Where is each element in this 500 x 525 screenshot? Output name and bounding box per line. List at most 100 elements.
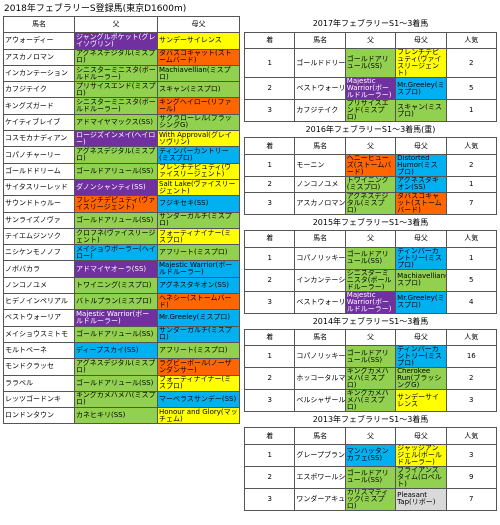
sire-cell: アグネスデジタル(ミスプロ) <box>344 191 397 215</box>
popularity: 2 <box>445 153 498 177</box>
table-row: 3 アスカノロマン アグネスデジタル(ミスプロ) タバスコキャット(ストームバード) 7 <box>243 191 498 215</box>
horse-name: コスモカナディアン <box>3 130 75 148</box>
dam-sire-cell: ヘネシー(ストームバード) <box>157 293 240 311</box>
table-row: 2 ノンコノユメ トワイニング(ミスプロ) アグネスタキオン(SS) 1 <box>243 175 498 193</box>
sire-cell: Majestic Warrior(ボールドルーラー) <box>344 290 397 314</box>
dam-sire-cell: ブライアンズタイム(ロベルト) <box>395 465 447 489</box>
header-sire: 父 <box>74 15 158 34</box>
table-row: コスモカナディアン ロージズインメイ(ヘイロー) With Approval(グレイ… <box>3 130 240 148</box>
popularity: 7 <box>445 487 498 511</box>
past-results-table: 2017年フェブラリーS1～3着馬着馬名父母父人気1ゴールドドリームゴールドアリ… <box>243 16 498 511</box>
sire-cell: Majestic Warrior(ボールドルーラー) <box>74 309 158 327</box>
table-row: アウォーディー ジャングルポケット(グレイソヴリン) サンデーサイレンス <box>3 32 240 50</box>
column-header: 母父 <box>395 137 447 155</box>
dam-sire-cell: タバスコキャット(ストームバード) <box>157 48 240 66</box>
sire-cell: トワイニング(ミスプロ) <box>344 175 397 193</box>
sire-cell: プリサイスエンド(ミスプロ) <box>344 99 397 123</box>
horse-name: コパノリッキー <box>294 246 346 270</box>
dam-sire-cell: サンダーガルチ(ミスプロ) <box>157 325 240 343</box>
horse-name: ベストウォーリア <box>3 309 75 327</box>
column-header: 母父 <box>395 230 447 248</box>
dam-sire-cell: ティンバーカントリー(ミスプロ) <box>157 146 240 164</box>
dam-sire-cell: Honour and Glory(マッチェム) <box>157 407 240 425</box>
horse-name: ワンダーアキュート <box>294 487 346 511</box>
horse-name: サンライズノヴァ <box>3 211 75 229</box>
sire-cell: バトルプラン(ミスプロ) <box>74 293 158 311</box>
horse-name: ベストウォーリア <box>294 77 346 101</box>
dam-sire-cell: ジャッジアンジェル(ボールドルーラー) <box>395 443 447 467</box>
section-title: 2015年フェブラリーS1～3着馬 <box>312 218 429 228</box>
table-row: ララベル ゴールドアリュール(SS) フォーティナイナー(ミスプロ) <box>3 374 240 392</box>
section-title-row: 2017年フェブラリーS1～3着馬 <box>245 16 497 32</box>
dam-sire-cell: With Approval(グレイソヴリン) <box>157 130 240 148</box>
sire-cell: ダノンシャンティ(SS) <box>74 178 158 197</box>
horse-name: エスポワールシチー <box>294 465 346 489</box>
section-title-row: 2016年フェブラリーS1～3着馬(重) <box>245 122 497 138</box>
dam-sire-cell: スキャン(ミスプロ) <box>395 99 447 123</box>
popularity: 5 <box>445 268 498 292</box>
header-horse-name: 馬名 <box>3 15 75 34</box>
sire-cell: キングカメハメハ(ミスプロ) <box>344 367 397 391</box>
table-row: キングズガード シニスターミニスタ(ボールドルーラー) キングヘイロー(リファール) <box>3 97 240 115</box>
column-header: 人気 <box>445 31 498 50</box>
popularity: 5 <box>445 77 498 101</box>
sire-cell: ゴールドアリュール(SS) <box>344 246 397 270</box>
horse-name: ケイティブレイブ <box>3 113 75 132</box>
sire-cell: ゴールドアリュール(SS) <box>344 465 397 489</box>
horse-name: アスカノロマン <box>3 48 75 66</box>
horse-name: テイエムジンソク <box>3 227 75 246</box>
finish-position: 3 <box>243 191 296 215</box>
horse-name: コパノリッキー <box>294 345 346 369</box>
dam-sire-cell: フレンチデピュティ(ヴァイスリージェント) <box>157 162 240 180</box>
table-row: 1 コパノリッキー ゴールドアリュール(SS) ティンバーカントリー(ミスプロ) 1 <box>243 246 498 270</box>
horse-name: ヒデノインペリアル <box>3 293 75 311</box>
finish-position: 1 <box>243 246 296 270</box>
header-row: 着馬名父母父 人気 <box>243 328 498 347</box>
dam-sire-cell: アフリート(ミスプロ) <box>157 341 240 360</box>
popularity: 3 <box>445 389 498 413</box>
table-row: カフジテイク プリサイスエンド(ミスプロ) スキャン(ミスプロ) <box>3 81 240 99</box>
column-header: 着 <box>243 328 296 347</box>
table-row: メイショウスミトモ ゴールドアリュール(SS) サンダーガルチ(ミスプロ) <box>3 325 240 343</box>
table-row: 3 ベルシャザール キングカメハメハ(ミスプロ) サンデーサイレンス 3 <box>243 389 498 413</box>
sire-cell: キングカメハメハ(ミスプロ) <box>74 390 158 409</box>
horse-name: アウォーディー <box>3 32 75 50</box>
table-row: ゴールドドリーム ゴールドアリュール(SS) フレンチデピュティ(ヴァイスリージェン… <box>3 162 240 180</box>
table-row: レッツゴードンキ キングカメハメハ(ミスプロ) マーベラスサンデー(SS) <box>3 390 240 409</box>
sire-cell: ゴールドアリュール(SS) <box>344 345 397 369</box>
column-header: 父 <box>344 328 397 347</box>
horse-name: ホッコータルマエ <box>294 367 346 391</box>
dam-sire-cell: マーベラスサンデー(SS) <box>157 390 240 409</box>
horse-name: ノボバカラ <box>3 260 75 278</box>
table-row: モルトベーネ ディープスカイ(SS) アフリート(ミスプロ) <box>3 341 240 360</box>
dam-sire-cell: アグネスタキオン(SS) <box>157 276 240 295</box>
sire-cell: マンハッタンカフェ(SS) <box>344 443 397 467</box>
table-row: サウンドトゥルー フレンチデピュティ(ヴァイスリージェント) フジキセキ(SS) <box>3 195 240 213</box>
dam-sire-cell: Mr.Greeley(ミスプロ) <box>157 309 240 327</box>
dam-sire-cell: Majestic Warrior(ボールドルーラー) <box>157 260 240 278</box>
sire-cell: ゴールドアリュール(SS) <box>74 162 158 180</box>
horse-name: グレープブランデー <box>294 443 346 467</box>
sire-cell: プリサイスエンド(ミスプロ) <box>74 81 158 99</box>
column-header: 着 <box>243 137 296 155</box>
horse-name: インカンテーション <box>294 268 346 292</box>
finish-position: 3 <box>243 290 296 314</box>
finish-position: 2 <box>243 465 296 489</box>
finish-position: 2 <box>243 175 296 193</box>
finish-position: 1 <box>243 48 296 79</box>
dam-sire-cell: ラグビーボール(ノーザンダンサー) <box>157 358 240 376</box>
table-row: ニシケンモノノフ メイショウボーラー(ヘイロー) アフリート(ミスプロ) <box>3 244 240 262</box>
table-row: 1 コパノリッキー ゴールドアリュール(SS) ティンバーカントリー(ミスプロ) 16 <box>243 345 498 369</box>
table-row: 1 モーニン ヘニーヒューズ(ストームバード) Distorted Humor(ミスプ… <box>243 153 498 177</box>
column-header: 馬名 <box>294 137 346 155</box>
popularity: 1 <box>445 99 498 123</box>
dam-sire-cell: フォーティナイナー(ミスプロ) <box>157 374 240 392</box>
sire-cell: ゴールドアリュール(SS) <box>74 325 158 343</box>
column-header: 着 <box>243 230 296 248</box>
popularity: 16 <box>445 345 498 369</box>
sire-cell: シニスターミニスタ(ボールドルーラー) <box>74 97 158 115</box>
horse-name: モルトベーネ <box>3 341 75 360</box>
sire-cell: ジャングルポケット(グレイソヴリン) <box>74 32 158 50</box>
header-dam-sire: 母父 <box>157 15 240 34</box>
sire-cell: トワイニング(ミスプロ) <box>74 276 158 295</box>
